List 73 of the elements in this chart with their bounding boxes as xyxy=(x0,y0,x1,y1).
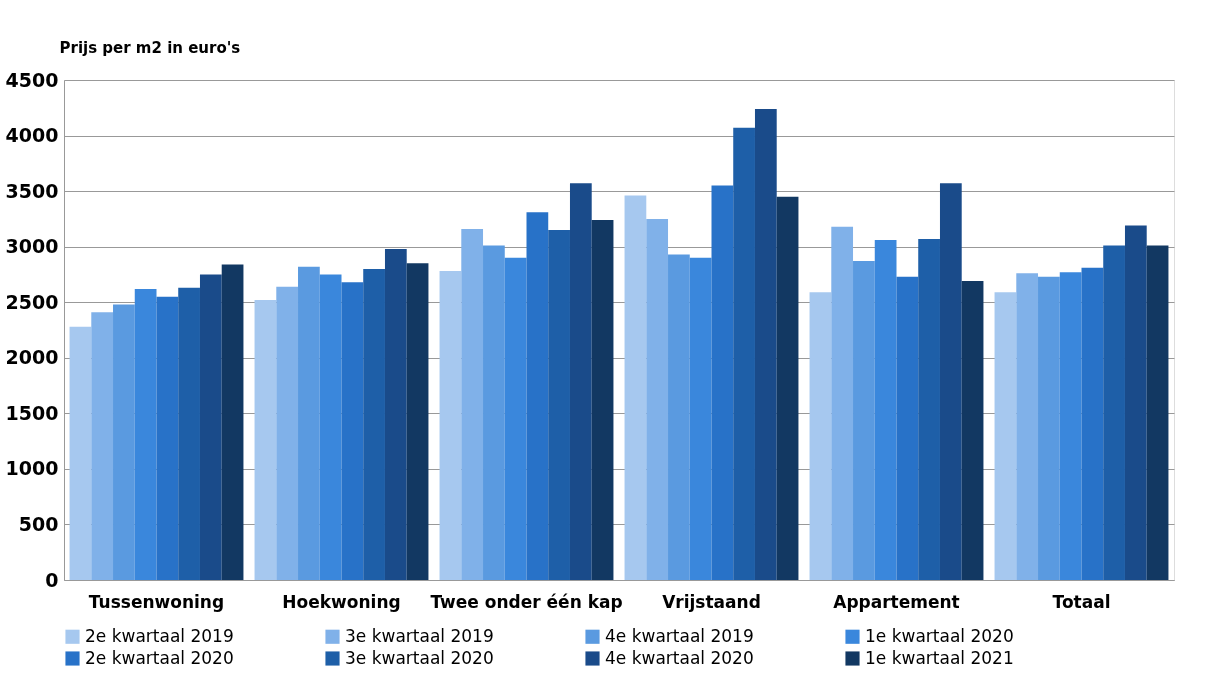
bar xyxy=(569,183,592,580)
legend-label: 3e kwartaal 2019 xyxy=(345,625,494,646)
y-tick-label: 0 xyxy=(45,568,59,591)
bar xyxy=(754,108,777,580)
bar xyxy=(624,195,647,580)
bar xyxy=(319,274,342,580)
bar xyxy=(896,276,919,580)
bar xyxy=(1016,273,1039,580)
bar xyxy=(156,296,179,580)
y-tick-label: 3000 xyxy=(5,235,59,258)
bar xyxy=(504,257,527,580)
bar xyxy=(178,287,200,580)
y-tick-label: 1000 xyxy=(5,457,59,480)
bar xyxy=(1038,276,1060,580)
bar xyxy=(689,257,712,580)
bar xyxy=(199,274,222,580)
bar xyxy=(134,288,157,580)
bar xyxy=(853,261,875,580)
y-tick-label: 3500 xyxy=(5,179,59,202)
bar xyxy=(526,212,549,580)
legend-label: 2e kwartaal 2019 xyxy=(85,625,234,646)
bar xyxy=(548,230,570,580)
legend-label: 4e kwartaal 2019 xyxy=(605,625,754,646)
legend-label: 3e kwartaal 2020 xyxy=(345,647,494,668)
y-tick-label: 500 xyxy=(18,512,59,535)
bar xyxy=(646,218,669,580)
x-tick-label: Totaal xyxy=(1052,591,1111,612)
x-tick-label: Tussenwoning xyxy=(88,591,225,612)
y-tick-label: 4000 xyxy=(5,124,59,147)
y-tick-label: 2000 xyxy=(5,346,59,369)
bar xyxy=(994,292,1017,580)
bar xyxy=(69,326,92,580)
bar xyxy=(776,196,799,580)
bar xyxy=(276,286,299,580)
legend-label: 2e kwartaal 2020 xyxy=(85,647,234,668)
x-tick-label: Twee onder één kap xyxy=(430,591,623,612)
bar xyxy=(341,282,364,580)
legend-label: 1e kwartaal 2020 xyxy=(865,625,1014,646)
legend-label: 1e kwartaal 2021 xyxy=(865,647,1014,668)
bar xyxy=(461,228,484,580)
bar xyxy=(733,127,755,580)
y-tick-label: 4500 xyxy=(5,68,59,91)
bar xyxy=(809,292,832,580)
y-tick-label: 1500 xyxy=(5,401,59,424)
bar xyxy=(1059,272,1082,580)
bar xyxy=(483,245,505,580)
bar xyxy=(668,254,690,580)
y-axis-title: Prijs per m2 in euro's xyxy=(59,38,241,57)
bar xyxy=(439,271,462,580)
bar xyxy=(1124,225,1147,580)
y-tick-label: 2500 xyxy=(5,290,59,313)
x-tick-label: Appartement xyxy=(833,591,960,612)
bar xyxy=(254,300,277,580)
bar xyxy=(918,238,940,580)
bar xyxy=(91,312,114,580)
bar xyxy=(831,226,854,580)
bar xyxy=(961,281,984,580)
bar xyxy=(1103,245,1125,580)
bar xyxy=(221,264,244,580)
bar xyxy=(406,263,429,580)
bar xyxy=(1146,245,1169,580)
bar xyxy=(298,266,320,580)
bar xyxy=(711,185,734,580)
x-tick-label: Vrijstaand xyxy=(662,591,761,612)
bar xyxy=(384,248,407,580)
legend-label: 4e kwartaal 2020 xyxy=(605,647,754,668)
bar xyxy=(591,220,614,580)
bar xyxy=(874,240,897,580)
bar xyxy=(939,183,962,580)
bar xyxy=(1081,267,1104,580)
bar xyxy=(363,268,385,580)
x-tick-label: Hoekwoning xyxy=(282,591,401,612)
bar xyxy=(113,304,135,580)
